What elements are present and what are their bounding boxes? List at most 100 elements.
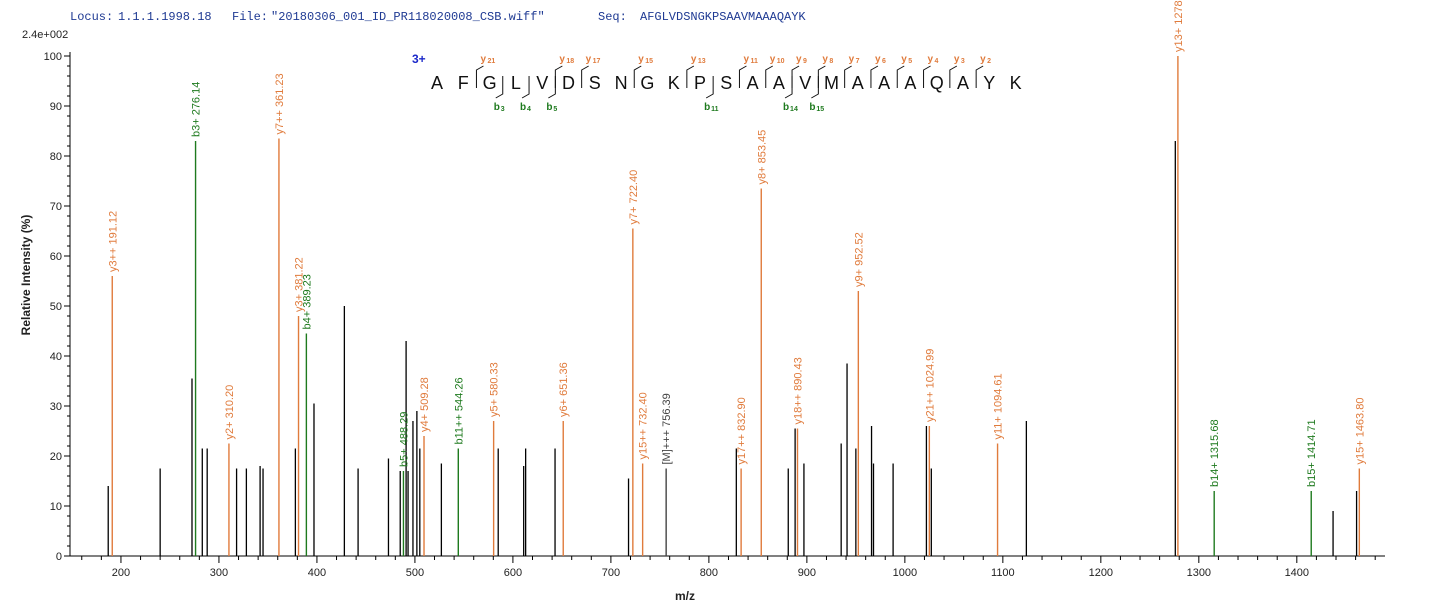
residue: A [431, 73, 443, 93]
y-ion-label: y [928, 54, 934, 65]
b-ion-label: b [809, 102, 815, 113]
peak-label: y7++ 361.23 [274, 73, 286, 134]
residue: A [878, 73, 890, 93]
peak-label: y13+ 1278.65 [1173, 0, 1185, 52]
b-ion-index: 15 [816, 106, 824, 113]
y-ion-bracket [765, 65, 773, 88]
y-ion-bracket [923, 65, 931, 88]
peak-label: y15+ 1463.80 [1354, 398, 1366, 465]
peak-label: y15++ 732.40 [638, 392, 650, 459]
header-locus: 1.1.1.1998.18 [118, 10, 212, 24]
header-seq: AFGLVDSNGKPSAAVMAAAQAYK [640, 10, 806, 24]
y-tick-label: 100 [44, 51, 62, 63]
max-intensity-label: 2.4e+002 [22, 29, 68, 41]
y-ion-label: y [480, 54, 486, 65]
peak-label: b11++ 544.26 [453, 377, 465, 444]
peak-label: y5+ 580.33 [489, 362, 501, 417]
y-ion-label: y [980, 54, 986, 65]
y-tick-label: 50 [50, 301, 62, 313]
peak-label: y8+ 853.45 [756, 130, 768, 185]
b-ion-bracket [784, 76, 793, 99]
residue: L [511, 73, 521, 93]
b-ion-bracket [495, 76, 504, 99]
y-ion-label: y [954, 54, 960, 65]
peak-label: b5+ 488.29 [398, 412, 410, 467]
b-ion-index: 4 [527, 106, 531, 113]
x-tick-label: 200 [112, 567, 130, 579]
y-ion-label: y [559, 54, 565, 65]
y-tick-label: 90 [50, 101, 62, 113]
y-ion-label: y [743, 54, 749, 65]
y-tick-label: 70 [50, 201, 62, 213]
x-tick-label: 1000 [893, 567, 917, 579]
y-ion-index: 3 [961, 58, 965, 65]
header-file-label: File: [232, 10, 268, 24]
y-ion-bracket [975, 65, 984, 88]
y-ion-bracket [738, 65, 747, 88]
y-tick-label: 80 [50, 151, 62, 163]
b-ion-index: 11 [711, 106, 719, 113]
peak-label: y2+ 310.20 [224, 385, 236, 440]
y-ion-bracket [896, 65, 905, 88]
y-ion-bracket [870, 65, 879, 88]
b-ion-bracket [548, 76, 556, 99]
peak-label: y6+ 651.36 [558, 362, 570, 417]
residue: N [615, 73, 628, 93]
y-tick-label: 0 [56, 551, 62, 563]
residue: G [640, 73, 654, 93]
y-ion-index: 8 [829, 58, 833, 65]
b-ion-label: b [783, 102, 789, 113]
y-ion-index: 13 [698, 58, 706, 65]
y-axis-label: Relative Intensity (%) [19, 215, 33, 336]
residue: S [589, 73, 601, 93]
residue: G [483, 73, 497, 93]
y-ion-label: y [796, 54, 802, 65]
header-locus-label: Locus: [70, 10, 113, 24]
y-ion-bracket [686, 65, 695, 88]
y-ion-bracket [475, 65, 484, 88]
residue: A [773, 73, 785, 93]
residue: K [668, 73, 680, 93]
x-tick-label: 1300 [1187, 567, 1211, 579]
y-ion-label: y [875, 54, 881, 65]
x-tick-label: 1100 [991, 567, 1015, 579]
y-ion-label: y [586, 54, 592, 65]
peak-label: b4+ 389.23 [301, 274, 313, 329]
y-tick-label: 60 [50, 251, 62, 263]
peak-label: b14+ 1315.68 [1209, 419, 1221, 487]
x-tick-label: 300 [210, 567, 228, 579]
y-ion-bracket [791, 65, 800, 88]
residue: M [824, 73, 839, 93]
residue: F [458, 73, 469, 93]
residue: A [957, 73, 969, 93]
y-ion-index: 15 [645, 58, 653, 65]
peak-label: [M]+++ 756.39 [661, 393, 673, 464]
axes: 0 10 20 30 40 50 60 70 80 90 100 200 300 400 500 600 700… [44, 51, 1385, 579]
y-ion-index: 21 [487, 58, 495, 65]
b-ion-label: b [704, 102, 710, 113]
y-ion-index: 6 [882, 58, 886, 65]
peak-label: y11+ 1094.61 [993, 373, 1005, 439]
x-tick-label: 600 [504, 567, 522, 579]
x-axis-label: m/z [675, 589, 695, 603]
header-file: "20180306_001_ID_PR118020008_CSB.wiff" [271, 10, 545, 24]
y-ion-label: y [901, 54, 907, 65]
y-ion-label: y [822, 54, 828, 65]
peak-label: y3+ 381.22 [294, 257, 306, 312]
residue: V [536, 73, 548, 93]
y-ion-bracket [581, 65, 589, 88]
b-ion-index: 5 [553, 106, 557, 113]
x-tick-label: 900 [798, 567, 816, 579]
y-ion-index: 4 [935, 58, 939, 65]
charge-state: 3+ [412, 52, 426, 66]
y-ion-index: 18 [566, 58, 574, 65]
b-ion-bracket [521, 76, 530, 99]
b-ion-label: b [520, 102, 526, 113]
residue: D [562, 73, 575, 93]
y-ion-index: 17 [593, 58, 601, 65]
y-ion-index: 7 [856, 58, 860, 65]
peaks-layer [107, 56, 1361, 556]
peak-label: b3+ 276.14 [191, 82, 203, 137]
residue: S [720, 73, 732, 93]
residue: K [1010, 73, 1022, 93]
